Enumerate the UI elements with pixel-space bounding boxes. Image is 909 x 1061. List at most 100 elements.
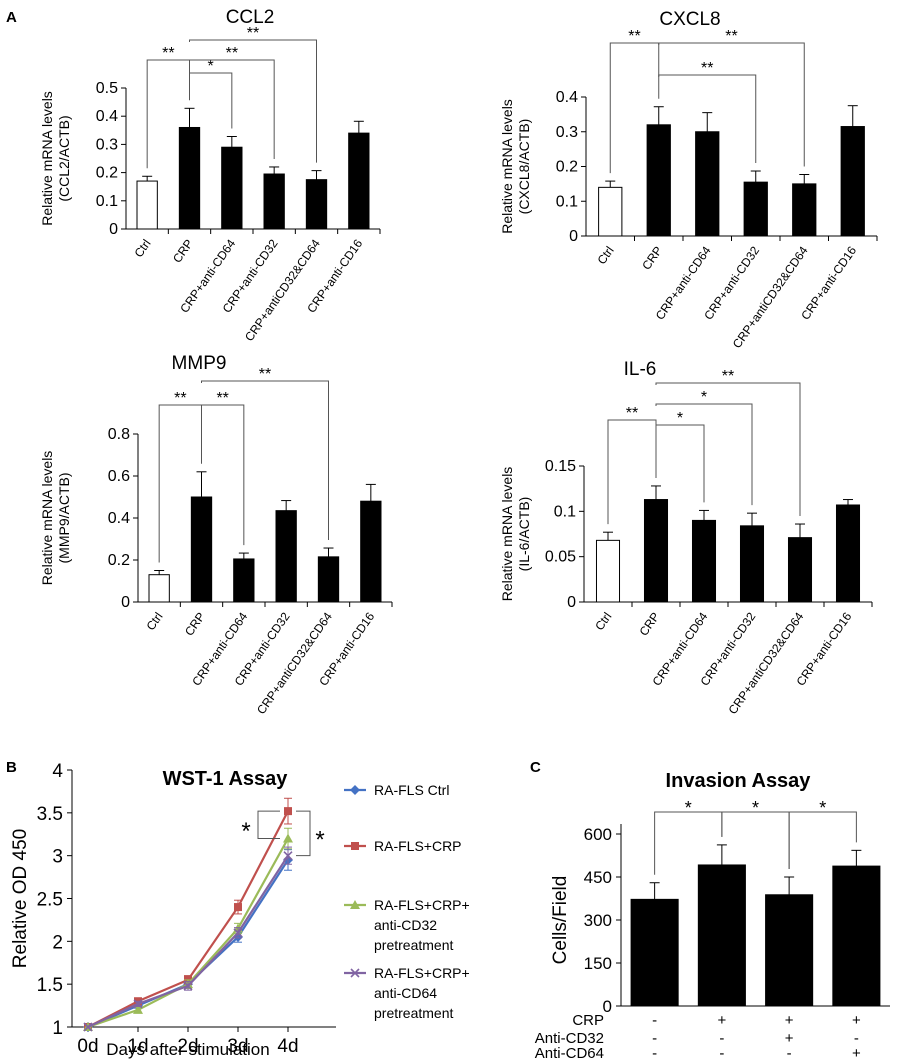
y-tick-label: 150 <box>584 954 612 973</box>
bar <box>148 574 170 603</box>
x-tick-label: Ctrl <box>131 237 153 260</box>
condition-row-label: CRP <box>572 1012 604 1029</box>
legend-label: RA-FLS+CRP+ <box>374 965 470 981</box>
bar <box>317 556 340 603</box>
bar <box>275 510 297 603</box>
bar <box>348 132 370 230</box>
y-tick-label: 450 <box>584 868 612 887</box>
panel-label-c: C <box>530 759 541 776</box>
chart-title: MMP9 <box>172 353 227 374</box>
data-point <box>83 1022 93 1032</box>
bar <box>739 525 765 603</box>
significance-bracket <box>296 810 311 857</box>
y-tick-label: 2 <box>52 932 63 953</box>
condition-cell: + <box>785 1012 794 1029</box>
y-axis-label: (IL-6/ACTB) <box>516 497 532 572</box>
series-line <box>87 859 289 1029</box>
condition-cell: + <box>785 1030 794 1047</box>
x-tick-label: Ctrl <box>143 610 165 633</box>
significance-bracket <box>146 59 190 169</box>
significance-label: ** <box>628 28 640 45</box>
y-tick-label: 0.4 <box>556 89 578 106</box>
y-tick-label: 0.1 <box>554 503 576 520</box>
x-axis-label: Days after stimulation <box>106 1040 269 1059</box>
series <box>84 797 292 1031</box>
x-tick-label: Ctrl <box>595 244 617 267</box>
y-tick-label: 1.5 <box>37 975 63 996</box>
y-tick-label: 0.2 <box>108 552 130 569</box>
condition-cell: + <box>852 1045 861 1061</box>
chart-title: IL-6 <box>624 359 657 380</box>
series <box>83 846 293 1032</box>
condition-cell: - <box>787 1045 792 1061</box>
data-point <box>351 842 359 850</box>
y-tick-label: 0.6 <box>108 468 130 485</box>
y-tick-label: 600 <box>584 825 612 844</box>
condition-cell: - <box>719 1030 724 1047</box>
x-tick-label: CRP <box>170 237 196 266</box>
y-tick-label: 0.4 <box>96 108 118 125</box>
data-point <box>233 928 243 938</box>
x-tick-label: CRP+antiCD32&CD64 <box>242 236 323 343</box>
significance-bracket <box>201 380 329 541</box>
y-axis-label: (CCL2/ACTB) <box>56 115 72 201</box>
legend-label: RA-FLS Ctrl <box>374 782 449 798</box>
legend-label: pretreatment <box>374 1005 453 1021</box>
condition-row-label: Anti-CD64 <box>535 1045 604 1061</box>
y-tick-label: 2.5 <box>37 890 63 911</box>
data-point-stroke <box>233 928 243 938</box>
x-tick-label: 2d <box>177 1036 198 1057</box>
chart-title: CXCL8 <box>659 9 720 30</box>
x-tick-label: CRP+antiCD32&CD64 <box>254 609 335 716</box>
bar <box>190 496 213 603</box>
condition-cell: + <box>852 1012 861 1029</box>
y-tick-label: 0.8 <box>108 426 130 443</box>
data-point-stroke <box>183 981 193 991</box>
x-tick-label: Ctrl <box>592 610 614 633</box>
bar <box>765 894 814 1007</box>
data-point-stroke <box>283 851 293 861</box>
chart-il6: IL-6 Relative mRNA levels (IL-6/ACTB) 0 0.05… <box>499 359 873 717</box>
bar <box>598 186 623 237</box>
y-tick-label: 0.4 <box>108 510 130 527</box>
x-tick-label: CRP <box>636 610 662 639</box>
data-point-stroke <box>350 968 360 978</box>
y-tick-label: 300 <box>584 911 612 930</box>
data-point-stroke <box>83 1022 93 1032</box>
condition-cell: + <box>717 1012 726 1029</box>
x-tick-label: 1d <box>127 1036 148 1057</box>
significance-bracket <box>658 74 757 164</box>
series <box>83 827 293 1031</box>
significance-label: * <box>685 798 692 818</box>
y-tick-label: 3.5 <box>37 804 63 825</box>
data-point <box>283 851 293 861</box>
y-axis-label: Relative mRNA levels <box>499 99 515 234</box>
condition-cell: - <box>652 1030 657 1047</box>
data-point <box>350 785 360 795</box>
bar <box>691 519 717 603</box>
significance-label: * <box>701 389 707 406</box>
y-tick-label: 0 <box>603 997 612 1016</box>
panel-label-a: A <box>6 9 17 26</box>
significance-label: ** <box>174 390 186 407</box>
bar <box>305 179 328 230</box>
significance-bracket <box>655 403 753 506</box>
significance-bracket <box>201 404 245 546</box>
bar <box>233 558 255 603</box>
legend-label: anti-CD64 <box>374 985 437 1001</box>
bar <box>630 898 679 1007</box>
significance-bracket <box>189 59 275 159</box>
chart-cxcl8: CXCL8 Relative mRNA levels (CXCL8/ACTB) 0 0.… <box>499 9 878 351</box>
chart-mmp9: MMP9 Relative mRNA levels (MMP9/ACTB) 0 0.2 0… <box>39 353 393 717</box>
y-tick-label: 4 <box>52 761 63 782</box>
y-tick-label: 0 <box>569 228 578 245</box>
y-tick-label: 0.1 <box>96 193 118 210</box>
bar <box>360 500 382 603</box>
y-tick-label: 1 <box>52 1018 63 1039</box>
data-point <box>350 900 360 909</box>
x-tick-label: CRP <box>639 244 665 273</box>
significance-bracket <box>788 811 857 869</box>
significance-label: ** <box>259 366 271 383</box>
significance-label: ** <box>216 390 228 407</box>
significance-bracket <box>721 811 790 869</box>
